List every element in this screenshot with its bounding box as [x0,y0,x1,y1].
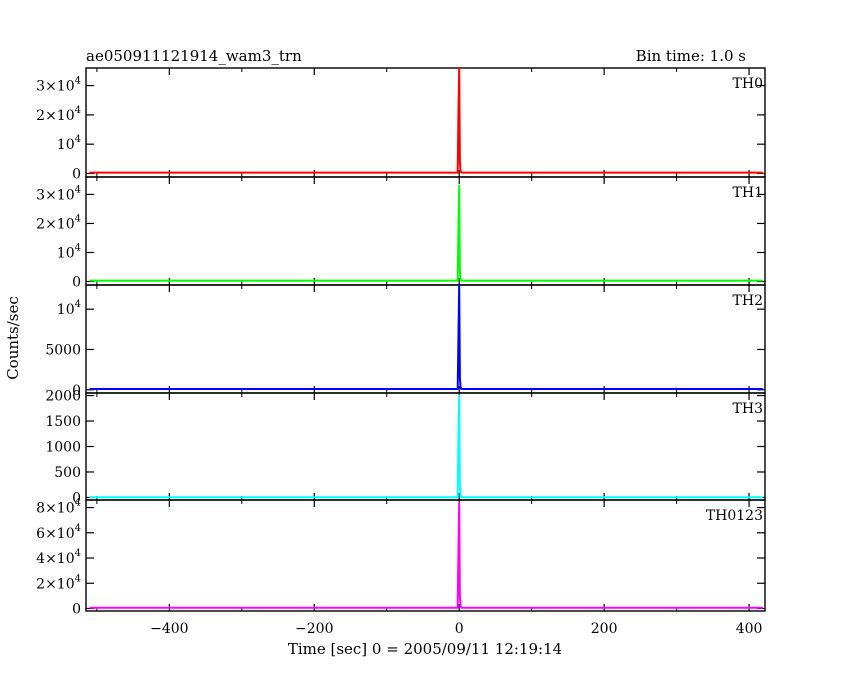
y-tick-label: 1000 [45,440,81,456]
panel-frame [85,499,766,612]
x-tick-label: 0 [455,621,464,637]
panel-th0123: 0 2×104 4×104 6×104 8×104 TH0123 [36,498,766,617]
x-tick-label: 200 [591,621,618,637]
y-tick-label: 2×104 [36,213,81,232]
panel-th3: 0 500 1000 1500 2000 TH3 [45,389,766,506]
y-axis-label: Counts/sec [4,296,22,380]
panel-label-th0: TH0 [733,76,763,92]
panel-th2: 0 5000 104 TH2 [45,284,766,399]
panel-label-th0123: TH0123 [706,508,763,524]
y-tick-label: 5000 [45,342,81,358]
y-tick-label: 0 [72,490,81,506]
y-tick-label: 6×104 [36,523,81,542]
y-tick-label: 2×104 [36,573,81,592]
y-tick-label: 8×104 [36,498,81,517]
bin-time-label: Bin time: 1.0 s [636,47,746,65]
x-tick-label: −400 [150,621,188,637]
y-tick-label: 0 [72,601,81,617]
panel-frame [85,392,766,501]
y-tick-label: 2000 [45,389,81,405]
x-tick-label: 400 [736,621,763,637]
y-tick-label: 1500 [45,414,81,430]
y-tick-label: 4×104 [36,548,81,567]
y-tick-label: 104 [57,242,81,261]
series-line-th0123 [89,501,763,609]
y-tick-label: 0 [72,275,81,291]
y-tick-label: 104 [57,134,81,153]
chart-title: ae050911121914_wam3_trn [86,47,302,65]
series-line-th0 [89,67,763,174]
y-tick-label: 0 [72,166,81,182]
panel-label-th2: TH2 [733,293,763,309]
panel-th1: 0 104 2×104 3×104 TH1 [36,176,766,291]
x-tick-label: −200 [295,621,333,637]
y-tick-label: 0 [72,383,81,399]
panel-th0: 0 104 2×104 3×104 TH0 [36,67,766,182]
y-tick-label: 500 [54,465,81,481]
series-line-th2 [89,284,763,390]
y-tick-label: 3×104 [36,76,81,95]
panel-frame [85,67,766,178]
series-line-th3 [89,394,763,499]
x-axis-label: Time [sec] 0 = 2005/09/11 12:19:14 [288,640,562,658]
panel-label-th1: TH1 [733,185,763,201]
series-line-th1 [89,184,763,282]
panel-label-th3: TH3 [733,401,763,417]
y-tick-label: 3×104 [36,184,81,203]
y-tick-label: 104 [57,299,81,318]
panel-frame [85,284,766,394]
panel-frame [85,176,766,286]
y-tick-label: 2×104 [36,105,81,124]
